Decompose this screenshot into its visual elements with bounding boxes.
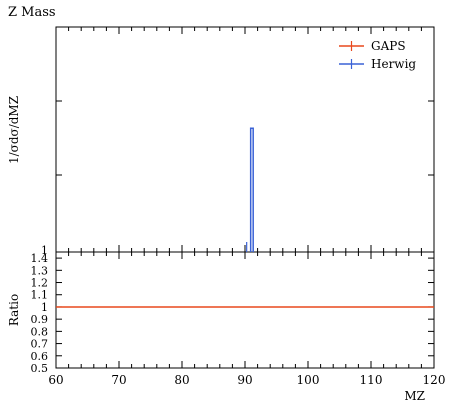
legend-item-herwig: Herwig [339, 57, 416, 71]
x-tick-label: 100 [297, 373, 320, 387]
x-tick-label: 70 [111, 373, 126, 387]
ratio-y-tick-label: 1 [41, 301, 48, 314]
legend: GAPS Herwig [339, 39, 416, 71]
ratio-y-tick-label: 0.5 [31, 362, 49, 375]
ratio-y-tick-label: 1.1 [31, 289, 49, 302]
ratio-y-tick-label: 0.8 [31, 325, 49, 338]
legend-gaps-label: GAPS [371, 39, 406, 53]
legend-herwig-label: Herwig [371, 57, 416, 71]
herwig-bin [249, 127, 254, 252]
x-tick-labels: 60 70 80 90 100 110 120 [48, 373, 445, 387]
series-layer [246, 127, 254, 252]
ratio-y-tick-label: 1.2 [31, 277, 49, 290]
ratio-y-tick-label: 1.3 [31, 264, 49, 277]
ratio-y-tick-label: 0.9 [31, 313, 49, 326]
x-tick-label: 120 [423, 373, 446, 387]
ratio-plot-frame [55, 251, 435, 369]
x-tick-label: 80 [174, 373, 189, 387]
ratio-y-tick-labels: 0.50.60.70.80.911.11.21.31.4 [31, 252, 49, 375]
ratio-y-tick-label: 0.7 [31, 338, 49, 351]
chart-title: Z Mass [8, 5, 56, 20]
x-tick-label: 110 [360, 373, 383, 387]
x-tick-label: 90 [237, 373, 252, 387]
x-tick-label: 60 [48, 373, 63, 387]
ratio-y-axis-label: Ratio [7, 294, 21, 326]
legend-item-gaps: GAPS [339, 39, 406, 53]
ratio-y-tick-label: 1.4 [31, 252, 49, 265]
top-y-tick-label: 1 [41, 244, 48, 257]
x-ticks [55, 27, 435, 368]
x-axis-label: MZ [404, 389, 425, 403]
ratio-y-ticks [56, 257, 434, 369]
ratio-y-tick-label: 0.6 [31, 350, 49, 363]
y-axis-label: 1/σdσ/dMZ [7, 96, 21, 164]
